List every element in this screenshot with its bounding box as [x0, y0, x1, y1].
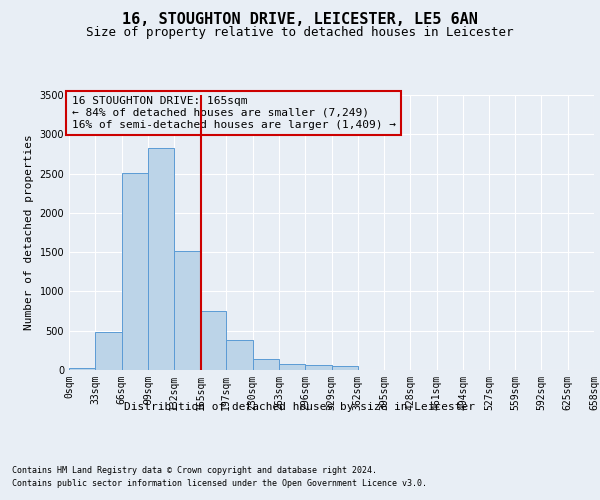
- Bar: [279, 364, 305, 370]
- Bar: [253, 359, 279, 370]
- Text: 16 STOUGHTON DRIVE: 165sqm
← 84% of detached houses are smaller (7,249)
16% of s: 16 STOUGHTON DRIVE: 165sqm ← 84% of deta…: [71, 96, 395, 130]
- Bar: [95, 332, 122, 370]
- Bar: [226, 340, 253, 370]
- Text: Contains HM Land Registry data © Crown copyright and database right 2024.: Contains HM Land Registry data © Crown c…: [12, 466, 377, 475]
- Text: Contains public sector information licensed under the Open Government Licence v3: Contains public sector information licen…: [12, 479, 427, 488]
- Bar: [331, 366, 358, 370]
- Text: Distribution of detached houses by size in Leicester: Distribution of detached houses by size …: [125, 402, 476, 412]
- Bar: [148, 148, 175, 370]
- Bar: [122, 173, 148, 370]
- Bar: [69, 368, 95, 370]
- Bar: [305, 366, 331, 370]
- Text: Size of property relative to detached houses in Leicester: Size of property relative to detached ho…: [86, 26, 514, 39]
- Bar: [175, 250, 200, 370]
- Y-axis label: Number of detached properties: Number of detached properties: [24, 134, 34, 330]
- Text: 16, STOUGHTON DRIVE, LEICESTER, LE5 6AN: 16, STOUGHTON DRIVE, LEICESTER, LE5 6AN: [122, 12, 478, 28]
- Bar: [200, 311, 226, 370]
